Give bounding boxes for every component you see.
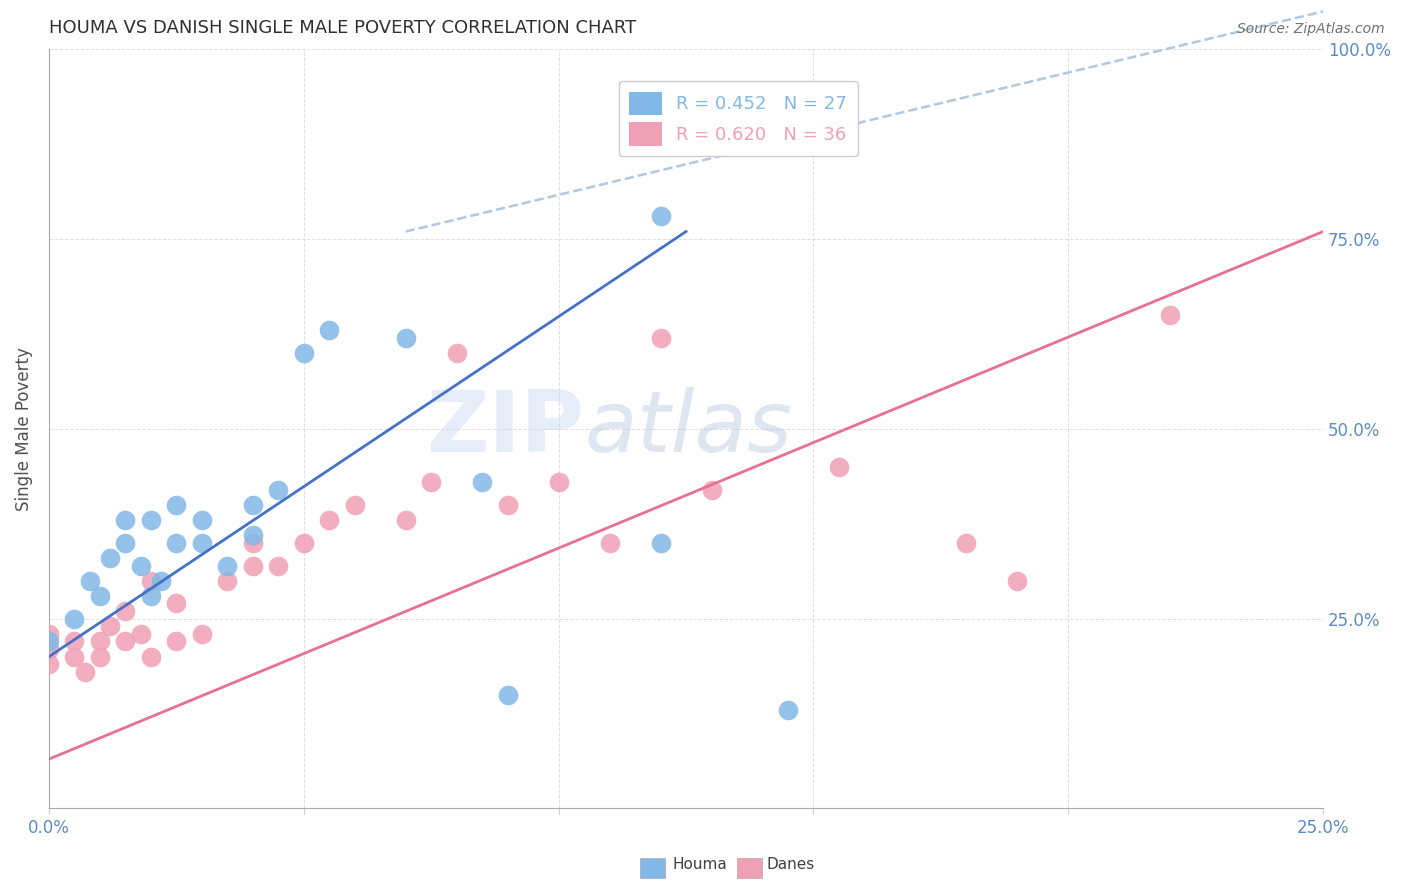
Point — [217, 574, 239, 588]
Point — [139, 649, 162, 664]
Text: atlas: atlas — [583, 387, 792, 470]
Point — [139, 589, 162, 603]
Point — [38, 657, 60, 672]
Point — [38, 627, 60, 641]
Point — [114, 535, 136, 549]
Point — [38, 634, 60, 648]
Point — [650, 535, 672, 549]
Point — [98, 550, 121, 565]
Point — [395, 331, 418, 345]
Point — [165, 498, 187, 512]
Point — [191, 513, 214, 527]
Point — [599, 535, 621, 549]
Point — [650, 210, 672, 224]
Point — [343, 498, 366, 512]
Point — [217, 558, 239, 573]
Point — [267, 483, 290, 497]
Point — [828, 459, 851, 474]
Point — [242, 528, 264, 542]
Point — [191, 627, 214, 641]
Point — [114, 513, 136, 527]
Point — [63, 634, 86, 648]
Text: Houma: Houma — [672, 857, 727, 872]
Point — [114, 604, 136, 618]
Point — [114, 634, 136, 648]
Point — [129, 627, 152, 641]
Point — [63, 649, 86, 664]
Point — [420, 475, 443, 489]
Point — [292, 535, 315, 549]
Legend: R = 0.452   N = 27, R = 0.620   N = 36: R = 0.452 N = 27, R = 0.620 N = 36 — [619, 81, 858, 156]
Point — [471, 475, 494, 489]
Point — [1159, 308, 1181, 322]
Point — [165, 597, 187, 611]
Point — [79, 574, 101, 588]
Point — [292, 346, 315, 360]
Point — [1007, 574, 1029, 588]
Point — [242, 498, 264, 512]
Point — [129, 558, 152, 573]
Point — [446, 346, 468, 360]
Point — [89, 649, 111, 664]
Point — [395, 513, 418, 527]
Point — [38, 642, 60, 657]
Point — [496, 498, 519, 512]
Point — [267, 558, 290, 573]
Text: HOUMA VS DANISH SINGLE MALE POVERTY CORRELATION CHART: HOUMA VS DANISH SINGLE MALE POVERTY CORR… — [49, 19, 637, 37]
Point — [63, 612, 86, 626]
Point — [318, 513, 340, 527]
Point — [776, 703, 799, 717]
Y-axis label: Single Male Poverty: Single Male Poverty — [15, 347, 32, 511]
Point — [547, 475, 569, 489]
Point — [89, 589, 111, 603]
Point — [73, 665, 96, 679]
Point — [165, 535, 187, 549]
Point — [242, 535, 264, 549]
Point — [650, 331, 672, 345]
Point — [139, 574, 162, 588]
Point — [191, 535, 214, 549]
Text: ZIP: ZIP — [426, 387, 583, 470]
Point — [98, 619, 121, 633]
Point — [318, 323, 340, 337]
Point — [700, 483, 723, 497]
Point — [89, 634, 111, 648]
Point — [139, 513, 162, 527]
Text: Source: ZipAtlas.com: Source: ZipAtlas.com — [1237, 22, 1385, 37]
Point — [955, 535, 977, 549]
Point — [242, 558, 264, 573]
Point — [165, 634, 187, 648]
Point — [496, 688, 519, 702]
Point — [150, 574, 173, 588]
Text: Danes: Danes — [766, 857, 814, 872]
